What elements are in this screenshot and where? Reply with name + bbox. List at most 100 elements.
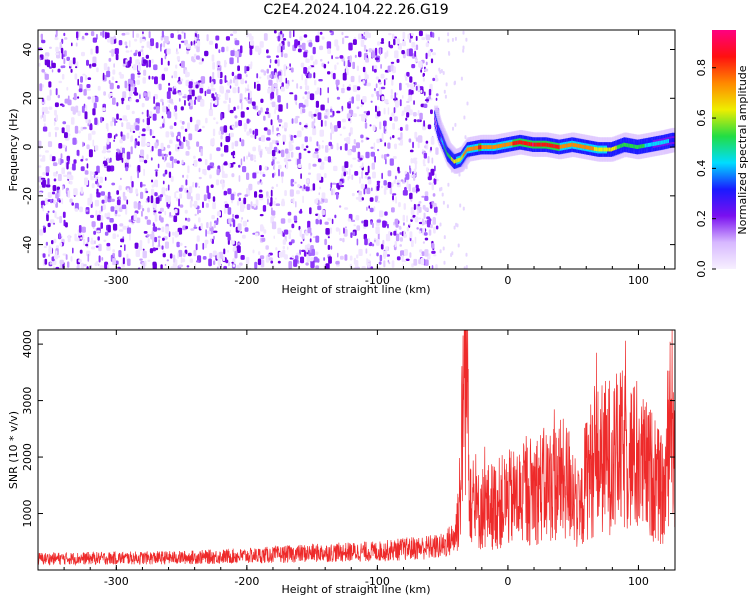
- noise-cell: [428, 95, 431, 100]
- noise-cell: [171, 160, 174, 169]
- noise-cell: [413, 100, 415, 105]
- noise-cell: [353, 267, 359, 269]
- noise-cell: [150, 234, 154, 240]
- noise-cell: [161, 153, 165, 158]
- noise-cell: [165, 153, 168, 158]
- noise-cell: [150, 157, 153, 161]
- noise-cell: [179, 204, 184, 208]
- noise-cell: [67, 158, 70, 165]
- noise-cell: [401, 110, 405, 116]
- noise-cell: [260, 259, 265, 268]
- noise-cell: [225, 136, 230, 143]
- noise-cell: [60, 47, 64, 54]
- noise-cell: [241, 139, 245, 147]
- noise-cell: [465, 265, 468, 269]
- noise-cell: [366, 187, 371, 195]
- noise-cell: [79, 206, 83, 213]
- noise-cell: [137, 165, 141, 173]
- noise-cell: [361, 197, 364, 201]
- noise-cell: [389, 116, 393, 121]
- noise-cell: [293, 30, 295, 38]
- noise-cell: [63, 219, 66, 227]
- noise-cell: [401, 50, 405, 55]
- noise-cell: [367, 110, 370, 114]
- noise-cell: [288, 241, 293, 246]
- noise-cell: [306, 254, 310, 263]
- noise-cell: [113, 135, 116, 140]
- noise-cell: [260, 226, 265, 231]
- noise-cell: [383, 107, 386, 115]
- noise-cell: [137, 170, 139, 179]
- noise-cell: [61, 104, 65, 108]
- noise-cell: [171, 75, 173, 79]
- noise-cell: [356, 94, 361, 102]
- noise-cell: [341, 31, 344, 36]
- noise-cell: [367, 263, 370, 266]
- noise-cell: [193, 159, 198, 167]
- noise-cell: [169, 212, 172, 217]
- noise-cell: [428, 182, 432, 185]
- noise-cell: [338, 181, 343, 186]
- noise-cell: [72, 163, 76, 171]
- noise-cell: [208, 40, 214, 45]
- x-tick-label: -200: [234, 575, 259, 588]
- noise-cell: [282, 239, 286, 245]
- noise-cell: [160, 43, 162, 52]
- noise-cell: [319, 45, 324, 51]
- noise-cell: [97, 182, 100, 188]
- noise-cell: [226, 80, 228, 83]
- noise-cell: [348, 84, 352, 87]
- noise-cell: [240, 78, 245, 85]
- noise-cell: [229, 57, 234, 65]
- noise-cell: [264, 111, 269, 115]
- noise-cell: [87, 96, 91, 100]
- noise-cell: [381, 95, 385, 101]
- noise-cell: [76, 38, 79, 41]
- noise-cell: [447, 38, 450, 43]
- noise-cell: [379, 210, 384, 218]
- noise-cell: [409, 252, 412, 258]
- noise-cell: [305, 85, 310, 91]
- noise-cell: [212, 128, 216, 137]
- noise-cell: [193, 84, 196, 91]
- noise-cell: [59, 41, 62, 50]
- noise-cell: [361, 220, 364, 224]
- noise-cell: [308, 172, 311, 175]
- noise-cell: [352, 113, 357, 117]
- noise-cell: [314, 59, 318, 65]
- noise-cell: [55, 131, 57, 138]
- noise-cell: [134, 38, 138, 42]
- noise-cell: [107, 66, 110, 72]
- noise-cell: [277, 134, 281, 137]
- noise-cell: [351, 96, 354, 104]
- noise-cell: [325, 109, 328, 113]
- noise-cell: [185, 79, 190, 87]
- noise-cell: [58, 189, 61, 197]
- noise-cell: [311, 113, 314, 119]
- noise-cell: [397, 128, 400, 131]
- noise-cell: [291, 118, 294, 124]
- noise-cell: [142, 92, 147, 97]
- noise-cell: [107, 93, 111, 98]
- noise-cell: [329, 30, 333, 33]
- noise-cell: [224, 145, 229, 153]
- noise-cell: [422, 74, 425, 77]
- noise-cell: [315, 218, 319, 225]
- noise-cell: [51, 69, 54, 73]
- noise-cell: [394, 50, 399, 59]
- noise-cell: [403, 203, 406, 210]
- noise-cell: [130, 73, 135, 81]
- noise-cell: [432, 52, 437, 56]
- noise-cell: [209, 76, 212, 84]
- noise-cell: [339, 133, 342, 136]
- y-tick-label: 40: [21, 43, 34, 57]
- noise-cell: [160, 142, 164, 150]
- noise-cell: [435, 74, 438, 81]
- noise-cell: [308, 73, 312, 79]
- noise-cell: [371, 187, 373, 192]
- noise-cell: [417, 110, 420, 116]
- noise-cell: [278, 104, 283, 112]
- noise-cell: [237, 86, 240, 94]
- noise-cell: [44, 106, 48, 114]
- noise-cell: [341, 118, 346, 123]
